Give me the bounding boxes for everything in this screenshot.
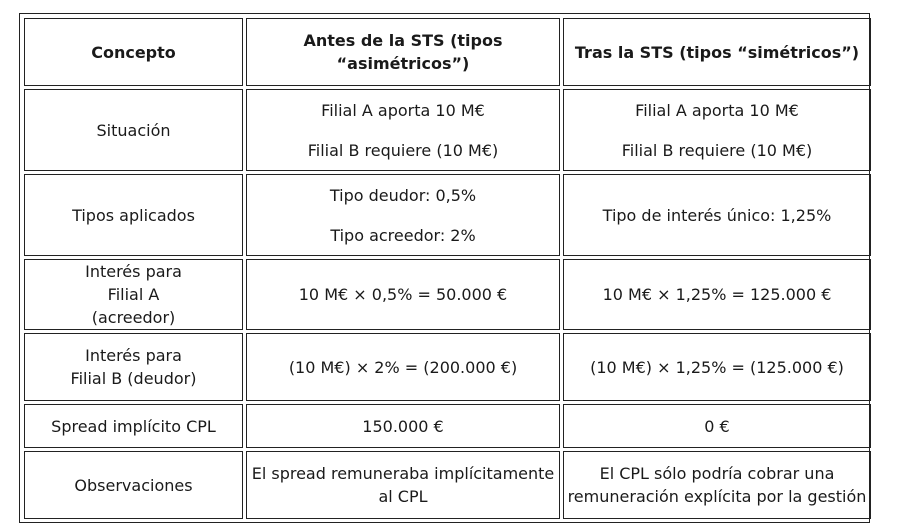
cell-before: 10 M€ × 0,5% = 50.000 €	[246, 259, 560, 330]
cell-line: Filial A aporta 10 M€	[635, 100, 799, 120]
cell-line: Filial B requiere (10 M€)	[621, 140, 813, 160]
cell-concept: Observaciones	[24, 451, 243, 519]
header-row: Concepto Antes de la STS (tipos “asimétr…	[24, 18, 871, 86]
table-row-interes-a: Interés para Filial A (acreedor) 10 M€ ×…	[24, 259, 871, 330]
header-antes-sts: Antes de la STS (tipos “asimétricos”)	[246, 18, 560, 86]
table-row-spread: Spread implícito CPL 150.000 € 0 €	[24, 404, 871, 448]
cell-before: Tipo deudor: 0,5% Tipo acreedor: 2%	[246, 174, 560, 256]
table-row-interes-b: Interés para Filial B (deudor) (10 M€) ×…	[24, 333, 871, 401]
cell-concept: Spread implícito CPL	[24, 404, 243, 448]
cell-before: (10 M€) × 2% = (200.000 €)	[246, 333, 560, 401]
cell-concept: Situación	[24, 89, 243, 171]
table-outer-border	[19, 13, 870, 523]
cell-before: 150.000 €	[246, 404, 560, 448]
cell-after: Tipo de interés único: 1,25%	[563, 174, 871, 256]
comparison-table: Concepto Antes de la STS (tipos “asimétr…	[21, 15, 874, 522]
cell-concept: Interés para Filial B (deudor)	[24, 333, 243, 401]
cell-before: Filial A aporta 10 M€ Filial B requiere …	[246, 89, 560, 171]
table-row-observaciones: Observaciones El spread remuneraba implí…	[24, 451, 871, 519]
cell-concept: Tipos aplicados	[24, 174, 243, 256]
table-row-tipos: Tipos aplicados Tipo deudor: 0,5% Tipo a…	[24, 174, 871, 256]
cell-after: 0 €	[563, 404, 871, 448]
header-concepto: Concepto	[24, 18, 243, 86]
cell-after: Filial A aporta 10 M€ Filial B requiere …	[563, 89, 871, 171]
cell-before: El spread remuneraba implícitamente al C…	[246, 451, 560, 519]
cell-concept: Interés para Filial A (acreedor)	[24, 259, 243, 330]
header-tras-sts: Tras la STS (tipos “simétricos”)	[563, 18, 871, 86]
cell-line: Tipo acreedor: 2%	[330, 225, 476, 245]
cell-line: Filial B requiere (10 M€)	[307, 140, 499, 160]
cell-after: (10 M€) × 1,25% = (125.000 €)	[563, 333, 871, 401]
cell-line: Filial A aporta 10 M€	[321, 100, 485, 120]
cell-after: 10 M€ × 1,25% = 125.000 €	[563, 259, 871, 330]
cell-after: El CPL sólo podría cobrar una remuneraci…	[563, 451, 871, 519]
cell-line: Tipo deudor: 0,5%	[329, 185, 477, 205]
table-row-situacion: Situación Filial A aporta 10 M€ Filial B…	[24, 89, 871, 171]
